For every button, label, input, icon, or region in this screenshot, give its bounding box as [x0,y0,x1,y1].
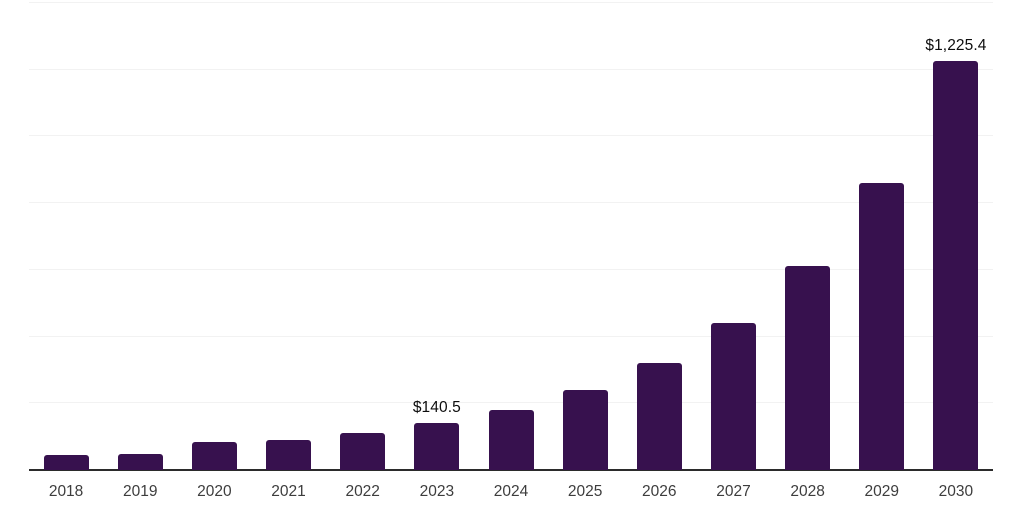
bar-2020 [191,442,237,470]
value-label-2030: $1,225.4 [925,37,987,55]
bar-2030 [933,61,979,470]
x-axis: 2018 2019 2020 2021 2022 2023 2024 2025 2026 2027… [29,481,993,505]
x-tick-label-2026: 2026 [642,483,677,500]
bar-2024 [488,409,534,470]
gridline-400 [29,335,993,337]
x-tick-label-2022: 2022 [345,483,380,500]
x-tick-label-2023: 2023 [419,483,455,500]
gridline-200 [29,402,993,404]
x-tick-label-2028: 2028 [790,483,825,500]
x-tick-label-2027: 2027 [716,483,751,500]
bar-2029 [859,183,905,470]
bar-2023 [414,423,460,470]
gridline-1400 [29,2,993,3]
gridline-1000 [29,135,993,137]
x-tick-label-2019: 2019 [122,483,158,500]
x-tick-label-2018: 2018 [48,483,84,500]
bar-2018 [43,455,89,470]
x-tick-label-2021: 2021 [271,483,306,500]
x-tick-label-2024: 2024 [493,483,529,500]
plot-area: $140.5 $1,225.4 [29,2,993,471]
bar-2022 [340,433,386,470]
bar-2025 [562,389,608,470]
value-label-2023: $140.5 [412,399,461,417]
gridline-600 [29,268,993,270]
x-axis-baseline [29,469,993,471]
x-tick-label-2025: 2025 [567,483,603,500]
bar-2021 [266,440,312,470]
x-tick-label-2029: 2029 [864,483,900,500]
gridline-1200 [29,68,993,70]
bar-2026 [636,362,682,470]
bar-2027 [710,322,756,470]
x-tick-label-2030: 2030 [938,483,974,500]
x-tick-label-2020: 2020 [197,483,232,500]
bar-2019 [117,454,163,470]
bar-2028 [785,265,831,470]
gridline-800 [29,202,993,204]
